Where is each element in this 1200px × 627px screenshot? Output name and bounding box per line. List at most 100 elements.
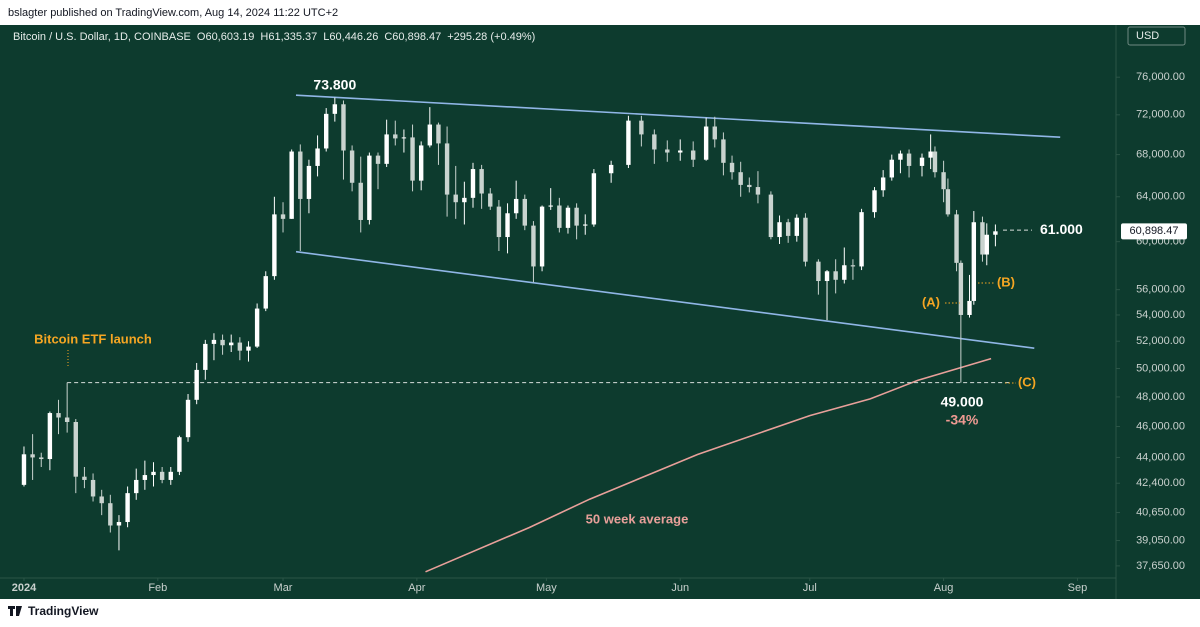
candle-body [108,503,113,526]
currency-box[interactable] [1127,26,1186,46]
candle-body [824,271,830,282]
candle-body [777,222,782,238]
x-tick-label: Apr [408,582,425,594]
candle-body [803,217,808,262]
y-tick-label: 42,400.00 [1136,477,1185,489]
candle-body [496,206,502,238]
candle-body [919,157,925,166]
candle-body [306,165,312,199]
footer-logo [8,606,22,616]
candle-body [539,206,545,267]
candle-body [690,150,696,160]
candle-body [967,300,972,315]
candle-body [427,124,433,146]
candle-body [298,151,303,199]
currency[interactable]: USD [1136,30,1159,42]
y-tick-label: 37,650.00 [1136,560,1185,572]
candle-body [859,212,864,267]
candle-body [945,189,951,215]
candle-body [574,207,579,226]
candle-body [47,413,53,460]
candle-body [349,150,355,183]
y-tick-label: 68,000.00 [1136,148,1185,160]
candle-body [21,454,27,485]
candle-body [263,276,268,309]
candle-body [889,159,894,178]
candle-body [522,198,528,226]
candle-body [470,169,476,198]
candle-body [134,479,139,494]
candle-body [56,413,61,418]
candle-body [971,222,977,301]
y-tick-label: 39,050.00 [1136,534,1185,546]
moving-average [425,357,992,573]
candle-body [954,214,959,263]
y-tick-label: 50,000.00 [1136,362,1185,374]
candle-body [375,155,381,164]
level-label: 49.000 [941,393,984,409]
candle-body [220,339,225,346]
symbol-header: Bitcoin / U.S. Dollar, 1D, COINBASE O60,… [13,31,535,43]
candle-body [768,194,774,238]
candle-body [177,437,182,472]
candle-body [418,145,424,181]
candle-body [272,214,277,277]
candle-body [168,471,173,480]
drawdown-label: -34% [946,411,979,427]
level-label: 61.000 [1040,221,1083,237]
candle-body [159,471,165,480]
candle-body [453,194,458,203]
candle-body [932,151,938,173]
candle-body [738,172,743,185]
ohlc-value: C60,898.47 [384,31,441,43]
candle-body [729,162,735,173]
candle-body [125,493,130,523]
x-tick-label: Aug [934,582,954,594]
candle-body [185,399,191,438]
candle-body [833,271,838,280]
candle-body [64,417,70,422]
candle-body [246,346,251,351]
candle-body [315,148,320,166]
ma-label: 50 week average [586,511,689,526]
y-tick-label: 40,650.00 [1136,506,1185,518]
x-tick-label: Sep [1068,582,1088,594]
ohlc-value: H61,335.37 [260,31,317,43]
candle-body [850,265,856,267]
y-tick-label: 72,000.00 [1136,109,1185,121]
candle-body [401,137,407,139]
candle-body [479,169,484,194]
y-tick-label: 44,000.00 [1136,451,1185,463]
candle-body [142,475,148,480]
candle-body [289,151,294,219]
candle-body [639,120,644,135]
candle-body [384,134,389,164]
candle-body [237,342,243,351]
candle-body [755,187,761,195]
candle-body [99,496,104,504]
candle-body [665,149,670,153]
chart-background [0,25,1200,599]
candle-body [30,454,35,458]
candle-body [557,205,562,228]
x-tick-label: Jun [671,582,689,594]
candle-body [229,342,234,346]
x-tick-label: 2024 [12,582,37,594]
candle-body [703,126,709,160]
candle-body [898,153,903,160]
candle-body [531,225,536,267]
wave-label: (C) [1018,374,1036,389]
candle-body [993,231,998,235]
candle-body [488,193,493,207]
candle-body [211,339,217,344]
candle-body [906,153,912,166]
candle-body [39,457,44,460]
candle-body [444,143,450,195]
event-label: Bitcoin ETF launch [34,331,152,346]
trendline [295,250,1035,349]
candle-body [608,164,614,174]
candle-body [928,151,933,158]
candle-body [747,184,752,188]
ohlc-value: L60,446.26 [323,31,378,43]
